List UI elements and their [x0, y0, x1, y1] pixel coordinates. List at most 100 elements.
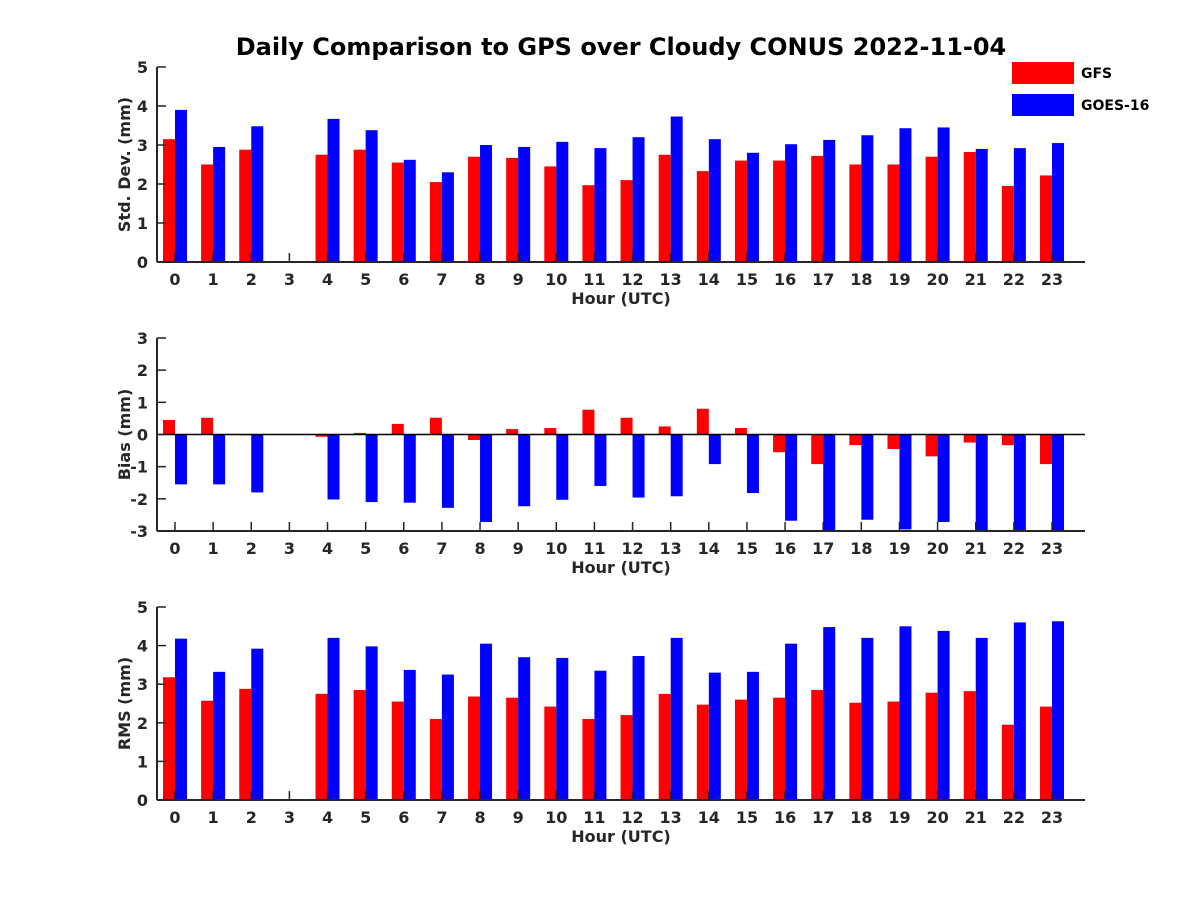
y-tick-label: 1: [137, 214, 148, 233]
bar-rms-gfs: [582, 718, 595, 800]
legend-label: GFS: [1081, 66, 1112, 82]
bar-std-goes16: [670, 116, 683, 262]
bar-std-goes16: [480, 145, 493, 262]
x-tick-label: 12: [621, 808, 643, 827]
bar-std-goes16: [899, 128, 912, 262]
bar-rms-gfs: [544, 706, 557, 800]
x-tick-label: 19: [888, 539, 910, 558]
bar-rms-goes16: [708, 672, 721, 800]
bar-std-goes16: [785, 144, 798, 262]
x-tick-label: 14: [698, 808, 720, 827]
x-tick-label: 20: [926, 539, 948, 558]
x-tick-label: 17: [812, 808, 834, 827]
bar-std-goes16: [251, 126, 264, 262]
y-tick-label: 3: [137, 675, 148, 694]
bar-std-gfs: [887, 164, 900, 262]
bar-bias-goes16: [1013, 434, 1026, 531]
bar-rms-gfs: [811, 689, 824, 800]
x-tick-label: 11: [583, 808, 605, 827]
bar-std-gfs: [201, 164, 214, 262]
bar-std-gfs: [773, 160, 786, 262]
bar-std-gfs: [468, 156, 481, 262]
bar-rms-gfs: [925, 692, 938, 800]
x-tick-label: 21: [965, 270, 987, 289]
bar-rms-goes16: [594, 670, 607, 800]
bar-rms-goes16: [365, 646, 378, 800]
x-tick-label: 17: [812, 270, 834, 289]
x-tick-label: 9: [513, 270, 524, 289]
bar-rms-gfs: [849, 702, 862, 800]
y-tick-label: 1: [137, 393, 148, 412]
x-tick-label: 19: [888, 808, 910, 827]
x-tick-label: 21: [965, 808, 987, 827]
bar-rms-goes16: [937, 630, 950, 800]
bar-std-gfs: [963, 152, 976, 262]
legend-swatch: [1012, 94, 1074, 116]
x-tick-label: 14: [698, 270, 720, 289]
bar-rms-gfs: [658, 693, 671, 800]
bar-bias-gfs: [163, 420, 175, 435]
bar-bias-goes16: [213, 434, 226, 485]
bar-std-gfs: [582, 185, 595, 262]
bar-bias-goes16: [975, 434, 988, 531]
x-tick-label: 17: [812, 539, 834, 558]
bar-bias-goes16: [518, 434, 531, 507]
x-tick-label: 0: [169, 539, 180, 558]
x-axis-label: Hour (UTC): [571, 558, 671, 577]
bar-rms-goes16: [1013, 622, 1026, 800]
bar-bias-goes16: [937, 434, 950, 522]
x-tick-label: 2: [246, 270, 257, 289]
y-tick-label: 4: [137, 637, 148, 656]
y-tick-label: -2: [130, 490, 148, 509]
bar-bias-gfs: [544, 428, 557, 435]
x-tick-label: 1: [208, 808, 219, 827]
x-tick-label: 15: [736, 808, 758, 827]
bar-std-gfs: [734, 160, 747, 262]
x-tick-label: 21: [965, 539, 987, 558]
y-tick-label: 3: [137, 329, 148, 348]
x-axis-label: Hour (UTC): [571, 289, 671, 308]
bar-bias-gfs: [353, 432, 366, 435]
bar-std-goes16: [1051, 143, 1064, 262]
x-tick-label: 9: [513, 539, 524, 558]
x-tick-label: 2: [246, 808, 257, 827]
y-axis-label: Bias (mm): [115, 389, 134, 481]
bar-rms-goes16: [899, 626, 912, 800]
bar-bias-goes16: [746, 434, 759, 494]
bar-bias-goes16: [823, 434, 836, 531]
chart-title: Daily Comparison to GPS over Cloudy CONU…: [236, 33, 1007, 61]
x-tick-label: 20: [926, 270, 948, 289]
bar-std-gfs: [658, 154, 671, 262]
x-tick-label: 7: [436, 808, 447, 827]
bar-std-goes16: [518, 146, 531, 262]
x-tick-label: 9: [513, 808, 524, 827]
bar-std-gfs: [1039, 175, 1052, 262]
x-tick-label: 5: [360, 270, 371, 289]
x-tick-label: 3: [284, 539, 295, 558]
bar-bias-goes16: [365, 434, 378, 503]
bar-std-gfs: [391, 162, 404, 262]
y-axis-label: RMS (mm): [115, 657, 134, 750]
bar-std-goes16: [823, 139, 836, 262]
bar-rms-goes16: [251, 648, 264, 800]
x-tick-label: 0: [169, 270, 180, 289]
bar-bias-goes16: [594, 434, 607, 486]
bar-rms-gfs: [391, 701, 404, 800]
bar-rms-gfs: [163, 677, 175, 800]
bar-std-gfs: [925, 156, 938, 262]
bar-rms-gfs: [696, 704, 709, 800]
bar-std-goes16: [594, 148, 607, 262]
bar-rms-gfs: [734, 699, 747, 800]
legend-swatch: [1012, 62, 1074, 84]
bar-std-goes16: [746, 152, 759, 262]
bar-std-goes16: [365, 130, 378, 262]
y-tick-label: 4: [137, 97, 148, 116]
bar-bias-gfs: [696, 408, 709, 435]
bar-rms-goes16: [785, 643, 798, 800]
bar-rms-gfs: [963, 691, 976, 800]
bar-std-goes16: [327, 118, 340, 263]
bar-rms-goes16: [861, 637, 874, 800]
bar-bias-goes16: [327, 434, 340, 500]
